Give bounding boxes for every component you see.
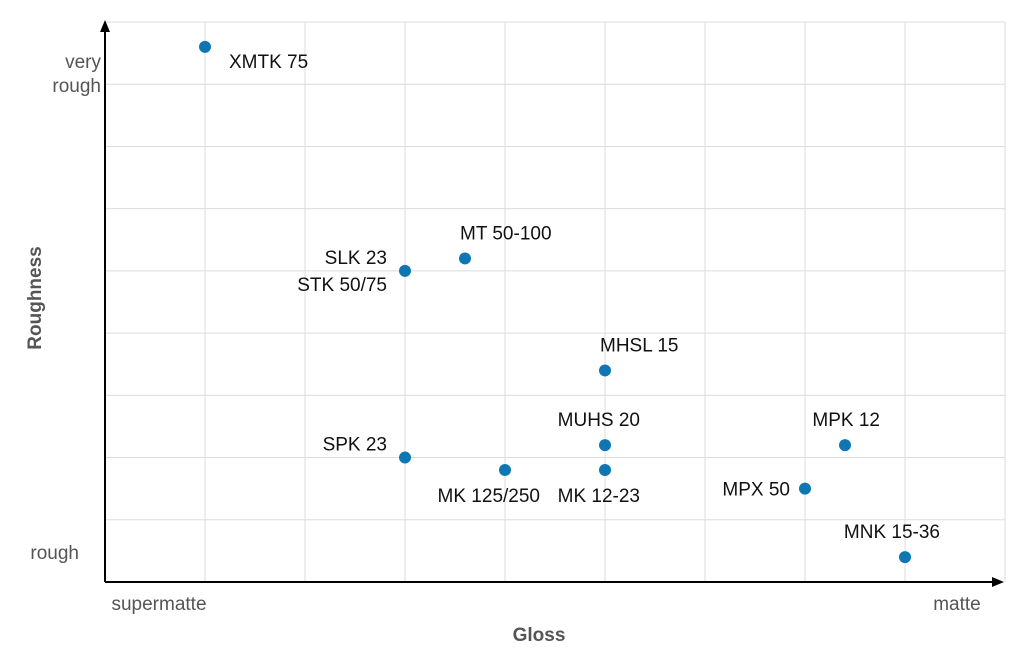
- data-label: MK 12-23: [558, 486, 640, 507]
- x-tick-left: supermatte: [111, 594, 206, 615]
- data-label: MUHS 20: [558, 410, 640, 431]
- x-tick-right: matte: [933, 594, 981, 615]
- data-label: MT 50-100: [460, 223, 552, 244]
- data-point: [399, 264, 411, 277]
- data-label: XMTK 75: [229, 52, 308, 73]
- data-point: [199, 40, 211, 53]
- data-label: SPK 23: [323, 435, 387, 456]
- x-axis-title: Gloss: [513, 625, 566, 646]
- y-axis-arrow: [100, 20, 110, 32]
- data-point: [799, 482, 811, 495]
- data-label: STK 50/75: [297, 275, 387, 296]
- data-label: MNK 15-36: [844, 522, 940, 543]
- data-point: [599, 439, 611, 452]
- axes: [100, 20, 1004, 587]
- data-point: [459, 252, 471, 265]
- data-point: [599, 464, 611, 476]
- y-axis-title: Roughness: [25, 246, 46, 349]
- data-label: MPK 12: [812, 410, 880, 431]
- data-points: [199, 40, 911, 564]
- data-label: MK 125/250: [438, 486, 540, 507]
- data-point: [399, 451, 411, 464]
- y-tick-top-line1: very: [65, 52, 101, 73]
- y-tick-bottom: rough: [30, 543, 79, 564]
- data-point: [899, 551, 911, 564]
- y-tick-top-line2: rough: [52, 76, 101, 97]
- grid: [105, 21, 1006, 582]
- data-label: SLK 23: [325, 248, 387, 269]
- data-point: [839, 439, 851, 452]
- x-axis-arrow: [992, 577, 1004, 587]
- data-label: MPX 50: [722, 480, 790, 501]
- data-point: [499, 464, 511, 476]
- data-label: MHSL 15: [600, 335, 679, 356]
- data-point: [599, 364, 611, 377]
- data-labels: XMTK 75 SLK 23 STK 50/75 MT 50-100 MHSL 15 SP…: [229, 52, 940, 543]
